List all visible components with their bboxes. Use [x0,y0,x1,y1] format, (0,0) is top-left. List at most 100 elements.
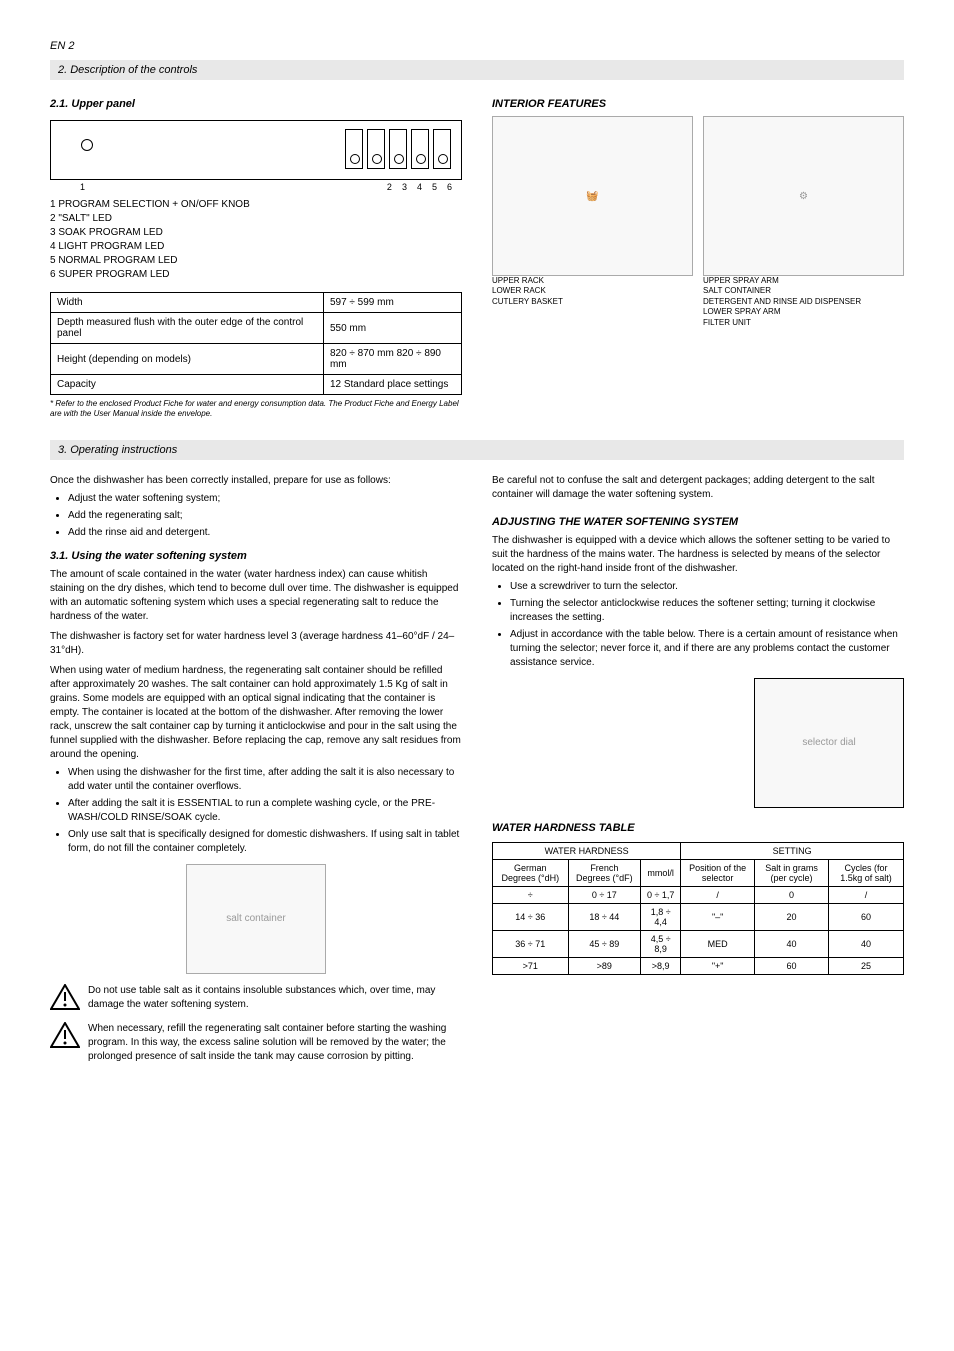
interior-label: LOWER SPRAY ARM [703,307,904,317]
control-panel-diagram [50,120,462,180]
selector-diagram: selector dial [754,678,904,808]
table-cell: 36 ÷ 71 [493,930,569,957]
interior-heading: INTERIOR FEATURES [492,98,904,110]
led-box [367,129,385,169]
control-item: 1 PROGRAM SELECTION + ON/OFF KNOB [50,198,462,212]
table-row: Depth measured flush with the outer edge… [51,313,462,344]
led-box [345,129,363,169]
table-cell: Width [51,293,324,313]
table-cell: 14 ÷ 36 [493,903,569,930]
adjust-p: The dishwasher is equipped with a device… [492,534,904,576]
table-cell: 25 [829,957,904,974]
control-item: 6 SUPER PROGRAM LED [50,268,462,282]
table-cell: / [829,886,904,903]
control-item: 4 LIGHT PROGRAM LED [50,240,462,254]
table-cell: 20 [755,903,829,930]
table-row: WATER HARDNESS SETTING [493,842,904,859]
control-item: 3 SOAK PROGRAM LED [50,226,462,240]
led-box [433,129,451,169]
section-3-right-col: Be careful not to confuse the salt and d… [492,468,904,1064]
table-cell: Capacity [51,375,324,395]
led-box [411,129,429,169]
led-group [345,129,451,169]
warning-icon [50,1022,80,1048]
panel-label-row: 1 2 3 4 5 6 [50,182,462,192]
interior-label: LOWER RACK [492,286,693,296]
section-2-title: 2. Description of the controls [50,60,904,80]
warning-2: When necessary, refill the regenerating … [50,1022,462,1064]
table-cell: 60 [755,957,829,974]
list-item: Add the rinse aid and detergent. [68,526,462,540]
table-cell: 0 ÷ 17 [568,886,641,903]
led-box [389,129,407,169]
list-item: Add the regenerating salt; [68,509,462,523]
soft-p3: When using water of medium hardness, the… [50,664,462,762]
table-cell: 40 [829,930,904,957]
intro-bullets: Adjust the water softening system; Add t… [68,492,462,540]
interior-label: FILTER UNIT [703,318,904,328]
list-item: After adding the salt it is ESSENTIAL to… [68,797,462,825]
list-item: When using the dishwasher for the first … [68,766,462,794]
table-row: 14 ÷ 36 18 ÷ 44 1,8 ÷ 4,4 "–" 20 60 [493,903,904,930]
table-header: WATER HARDNESS [493,842,681,859]
table-row: Height (depending on models) 820 ÷ 870 m… [51,344,462,375]
warning-icon [50,984,80,1010]
section-2-left-col: 2.1. Upper panel 1 2 3 4 5 6 1 PROGR [50,88,462,420]
interior-label: CUTLERY BASKET [492,297,693,307]
list-item: Adjust in accordance with the table belo… [510,628,904,670]
panel-label: 5 [432,182,437,192]
selector-bullets: Use a screwdriver to turn the selector. … [510,580,904,670]
table-cell: >8,9 [641,957,681,974]
table-row: Capacity 12 Standard place settings [51,375,462,395]
interior-labels-left: UPPER RACK LOWER RACK CUTLERY BASKET [492,276,693,307]
table-cell: 60 [829,903,904,930]
table-cell: 12 Standard place settings [323,375,461,395]
warning-1: Do not use table salt as it contains ins… [50,984,462,1012]
control-item: 2 "SALT" LED [50,212,462,226]
interior-label: UPPER RACK [492,276,693,286]
soft-p1: The amount of scale contained in the wat… [50,568,462,624]
table-cell: 597 ÷ 599 mm [323,293,461,313]
table-row: Width 597 ÷ 599 mm [51,293,462,313]
sec3-intro: Once the dishwasher has been correctly i… [50,474,462,488]
table-header: Cycles (for 1.5kg of salt) [829,859,904,886]
section-2-right-col: INTERIOR FEATURES 🧺 UPPER RACK LOWER RAC… [492,88,904,420]
control-item: 5 NORMAL PROGRAM LED [50,254,462,268]
panel-label: 6 [447,182,452,192]
list-item: Use a screwdriver to turn the selector. [510,580,904,594]
table-cell: 1,8 ÷ 4,4 [641,903,681,930]
panel-label: 2 [387,182,392,192]
caution-text: Be careful not to confuse the salt and d… [492,474,904,502]
technical-data-table: Width 597 ÷ 599 mm Depth measured flush … [50,292,462,395]
interior-label: UPPER SPRAY ARM [703,276,904,286]
interior-labels-right: UPPER SPRAY ARM SALT CONTAINER DETERGENT… [703,276,904,328]
table-row: ÷ 0 ÷ 17 0 ÷ 1,7 / 0 / [493,886,904,903]
warn-text: When necessary, refill the regenerating … [88,1022,462,1064]
soft-p2: The dishwasher is factory set for water … [50,630,462,658]
panel-label: 4 [417,182,422,192]
table-row: German Degrees (°dH) French Degrees (°dF… [493,859,904,886]
page-number: EN 2 [50,40,74,52]
table-cell: 0 ÷ 1,7 [641,886,681,903]
table-header: Salt in grams (per cycle) [755,859,829,886]
tech-footnote: * Refer to the enclosed Product Fiche fo… [50,399,462,420]
section-3-left-col: Once the dishwasher has been correctly i… [50,468,462,1064]
dishwasher-inside-diagram: ⚙ [703,116,904,276]
table-cell: >89 [568,957,641,974]
table-row: 36 ÷ 71 45 ÷ 89 4,5 ÷ 8,9 MED 40 40 [493,930,904,957]
table-cell: "+" [681,957,755,974]
table-cell: >71 [493,957,569,974]
controls-legend: 1 PROGRAM SELECTION + ON/OFF KNOB 2 "SAL… [50,198,462,282]
table-cell: 45 ÷ 89 [568,930,641,957]
softening-heading: 3.1. Using the water softening system [50,550,462,562]
first-use-bullets: When using the dishwasher for the first … [68,766,462,856]
list-item: Adjust the water softening system; [68,492,462,506]
list-item: Turning the selector anticlockwise reduc… [510,597,904,625]
table-cell: 550 mm [323,313,461,344]
table-cell: Depth measured flush with the outer edge… [51,313,324,344]
table-cell: 820 ÷ 870 mm 820 ÷ 890 mm [323,344,461,375]
adjust-heading: ADJUSTING THE WATER SOFTENING SYSTEM [492,516,904,528]
dishwasher-front-diagram: 🧺 [492,116,693,276]
table-cell: MED [681,930,755,957]
table-cell: 4,5 ÷ 8,9 [641,930,681,957]
